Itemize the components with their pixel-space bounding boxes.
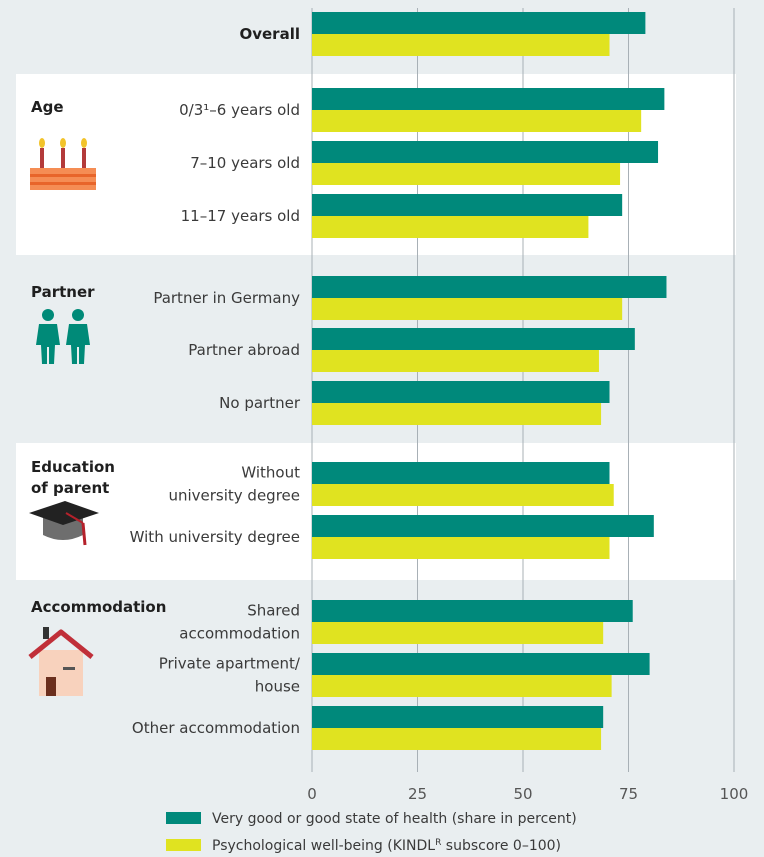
category-label: Partner in Germany [153,289,300,307]
category-label: 7–10 years old [190,154,300,172]
bar-health [312,462,610,484]
bar-health [312,706,604,728]
category-label: 11–17 years old [181,207,300,225]
bar-wellbeing [312,403,602,425]
bar-wellbeing [312,350,599,372]
bar-wellbeing [312,728,602,750]
birthday-cake-icon [30,138,96,190]
category-label: Without [241,464,300,482]
bar-wellbeing [312,537,610,559]
x-tick-label: 100 [720,785,749,803]
group-label: Education [31,458,115,476]
bar-wellbeing [312,484,614,506]
category-label: Overall [239,25,300,43]
bar-health [312,88,665,110]
group-label: Age [31,98,64,116]
bar-health [312,600,633,622]
bar-health [312,515,654,537]
bar-wellbeing [312,298,623,320]
couple-icon [36,309,90,364]
bar-health [312,381,610,403]
group-label: Partner [31,283,95,301]
legend-swatch [166,839,201,851]
bar-wellbeing [312,34,610,56]
legend-swatch [166,812,201,824]
x-tick-label: 25 [408,785,427,803]
group-label: of parent [31,479,109,497]
category-label: 0/3¹–6 years old [179,101,300,119]
bar-wellbeing [312,110,642,132]
category-label: accommodation [179,625,300,643]
group-label: Accommodation [31,598,166,616]
bar-health [312,276,667,298]
legend-label: Very good or good state of health (share… [212,811,577,827]
house-icon [28,627,94,696]
bar-wellbeing [312,675,612,697]
category-label: house [255,678,300,696]
x-tick-label: 50 [513,785,532,803]
bar-health [312,328,635,350]
category-label: With university degree [130,528,300,546]
category-label: Shared [247,602,300,620]
x-tick-label: 0 [307,785,317,803]
category-label: Private apartment/ [159,655,301,673]
category-label: university degree [168,487,300,505]
bar-health [312,141,659,163]
category-label: Partner abroad [188,341,300,359]
bar-health [312,653,650,675]
bar-wellbeing [312,163,621,185]
bar-health [312,12,646,34]
bar-wellbeing [312,216,589,238]
legend-label: Psychological well-being (KINDLR subscor… [212,838,561,854]
category-label: No partner [219,394,301,412]
graduation-cap-icon [29,501,99,546]
category-label: Other accommodation [132,719,300,737]
x-tick-label: 75 [619,785,638,803]
bar-wellbeing [312,622,604,644]
bar-health [312,194,623,216]
